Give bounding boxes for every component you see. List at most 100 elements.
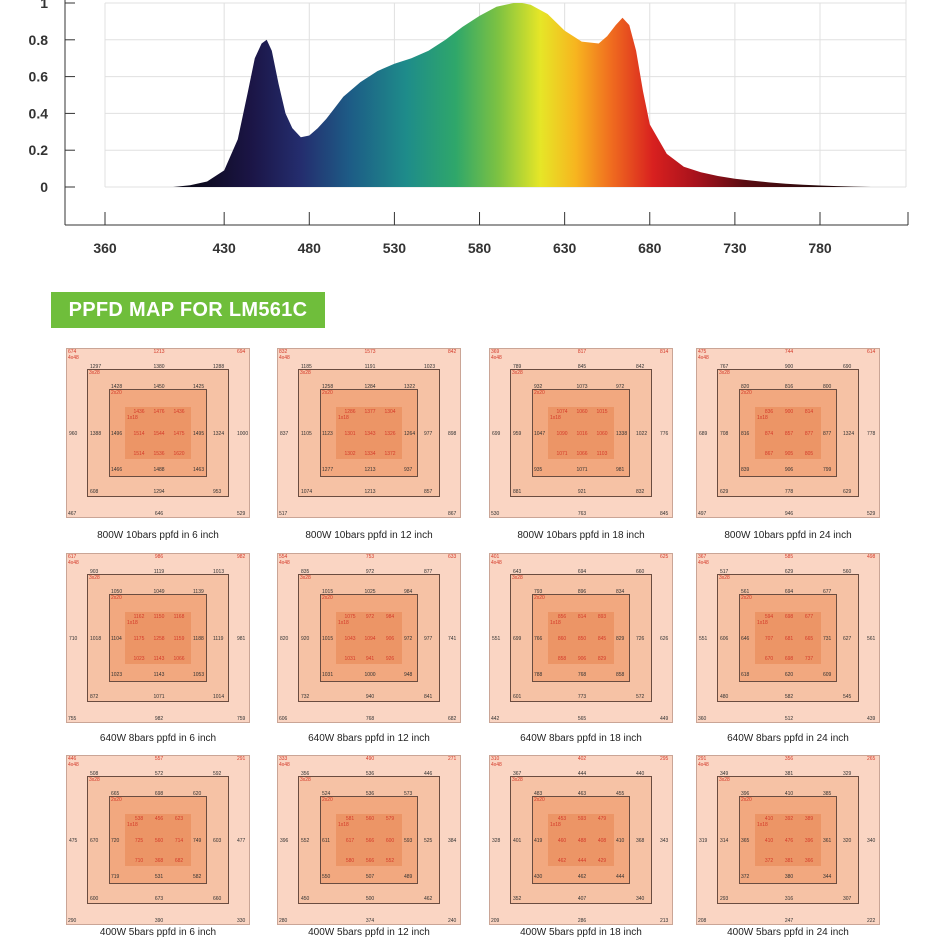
ppfd-value: 694 — [577, 569, 587, 575]
ppfd-value: 731 — [823, 636, 832, 642]
ppfd-value: 633 — [448, 554, 457, 560]
ppfd-value: 732 — [301, 694, 310, 700]
ppfd-value: 1343 — [364, 431, 376, 437]
ppfd-value: 835 — [301, 569, 310, 575]
ppfd-value: 1015 — [322, 589, 334, 595]
map-caption: 640W 8bars ppfd in 18 inch — [520, 733, 642, 744]
ppfd-value: 710 — [134, 858, 144, 864]
ppfd-value: 1496 — [111, 431, 123, 437]
ppfd-value: 1297 — [90, 364, 102, 370]
ppfd-value: 455 — [616, 791, 625, 797]
ppfd-value: 460 — [557, 838, 567, 844]
ppfd-value: 407 — [577, 896, 587, 902]
x-tick-label: 680 — [638, 240, 662, 256]
ppfd-value: 385 — [823, 791, 832, 797]
ppfd-value: 1073 — [576, 384, 588, 390]
ppfd-value: 291 — [698, 756, 707, 762]
ppfd-value: 972 — [404, 636, 413, 642]
ppfd-value: 265 — [867, 756, 876, 762]
ppfd-value: 1049 — [153, 589, 165, 595]
ppfd-value: 629 — [843, 489, 852, 495]
ppfd-value: 867 — [448, 511, 457, 517]
ppfd-value: 714 — [174, 838, 184, 844]
ppfd-value: 290 — [68, 918, 77, 924]
map-caption: 400W 5bars ppfd in 18 inch — [520, 927, 642, 938]
zone-label: 2x20 — [322, 390, 333, 396]
ppfd-value: 629 — [720, 489, 729, 495]
ppfd-value: 462 — [557, 858, 567, 864]
ppfd-value: 737 — [804, 656, 814, 662]
ppfd-value: 440 — [636, 771, 645, 777]
ppfd-value: 1066 — [173, 656, 185, 662]
ppfd-value: 410 — [616, 838, 625, 844]
ppfd-value: 606 — [279, 716, 288, 722]
x-tick-label: 730 — [723, 240, 747, 256]
ppfd-value: 857 — [424, 489, 433, 495]
y-tick-labels: 1 0.8 0.6 0.4 0.2 0 — [29, 0, 49, 195]
ppfd-value: 841 — [424, 694, 433, 700]
ppfd-value: 660 — [636, 569, 645, 575]
ppfd-value: 550 — [322, 874, 331, 880]
ppfd-value: 698 — [784, 614, 794, 620]
ppfd-value: 1103 — [596, 451, 608, 457]
ppfd-value: 1105 — [301, 431, 312, 437]
ppfd-value: 507 — [365, 874, 375, 880]
ppfd-value: 1053 — [193, 672, 205, 678]
ppfd-value: 946 — [784, 511, 794, 517]
ppfd-value: 820 — [280, 636, 289, 642]
ppfd-value: 753 — [365, 554, 375, 560]
ppfd-value: 984 — [385, 614, 395, 620]
ppfd-value: 906 — [385, 636, 395, 642]
ppfd-value: 814 — [804, 409, 814, 415]
map-zone-1x18 — [125, 612, 191, 664]
ppfd-value: 585 — [784, 554, 794, 560]
x-tick-label: 580 — [468, 240, 492, 256]
ppfd-value: 1119 — [153, 569, 165, 575]
ppfd-value: 488 — [577, 838, 587, 844]
zone-label: 4x48 — [279, 355, 290, 361]
ppfd-value: 1060 — [576, 409, 588, 415]
ppfd-value: 1071 — [556, 451, 568, 457]
map-caption: 640W 8bars ppfd in 24 inch — [727, 733, 849, 744]
ppfd-value: 1436 — [133, 409, 145, 415]
ppfd-value: 489 — [404, 874, 413, 880]
ppfd-value: 773 — [577, 694, 587, 700]
ppfd-value: 665 — [804, 636, 814, 642]
ppfd-map: 367 585 498 360 512 439 4x48 3x28 2x20 1x18 517 629… — [696, 553, 880, 723]
zone-label: 3x28 — [719, 777, 730, 783]
ppfd-value: 1023 — [424, 364, 436, 370]
ppfd-value: 384 — [448, 838, 457, 844]
ppfd-value: 744 — [784, 349, 794, 355]
ppfd-value: 972 — [616, 384, 625, 390]
ppfd-value: 1074 — [556, 409, 568, 415]
ppfd-value: 623 — [174, 816, 184, 822]
ppfd-value: 462 — [424, 896, 433, 902]
ppfd-value: 603 — [213, 838, 222, 844]
ppfd-value: 629 — [784, 569, 794, 575]
ppfd-value: 856 — [557, 614, 567, 620]
ppfd-value: 1380 — [153, 364, 165, 370]
ppfd-value: 1213 — [153, 349, 165, 355]
ppfd-value: 329 — [843, 771, 852, 777]
ppfd-value: 545 — [843, 694, 852, 700]
zone-label: 2x20 — [111, 595, 122, 601]
ppfd-value: 627 — [843, 636, 852, 642]
ppfd-value: 594 — [764, 614, 774, 620]
ppfd-map: 369 817 814 530 763 845 4x48 3x28 2x20 1x18 789 845… — [489, 348, 673, 518]
ppfd-value: 381 — [784, 858, 794, 864]
ppfd-value: 1573 — [364, 349, 376, 355]
ppfd-value: 1023 — [133, 656, 145, 662]
ppfd-value: 439 — [867, 716, 876, 722]
ppfd-value: 755 — [68, 716, 77, 722]
ppfd-value: 340 — [867, 838, 876, 844]
ppfd-value: 450 — [301, 896, 310, 902]
ppfd-value: 982 — [154, 716, 164, 722]
ppfd-value: 372 — [764, 858, 774, 864]
ppfd-value: 536 — [365, 771, 375, 777]
ppfd-value: 419 — [534, 838, 543, 844]
ppfd-value: 512 — [784, 716, 794, 722]
ppfd-value: 475 — [698, 349, 707, 355]
ppfd-value: 561 — [867, 636, 876, 642]
ppfd-value: 681 — [784, 636, 794, 642]
ppfd-value: 877 — [804, 431, 814, 437]
